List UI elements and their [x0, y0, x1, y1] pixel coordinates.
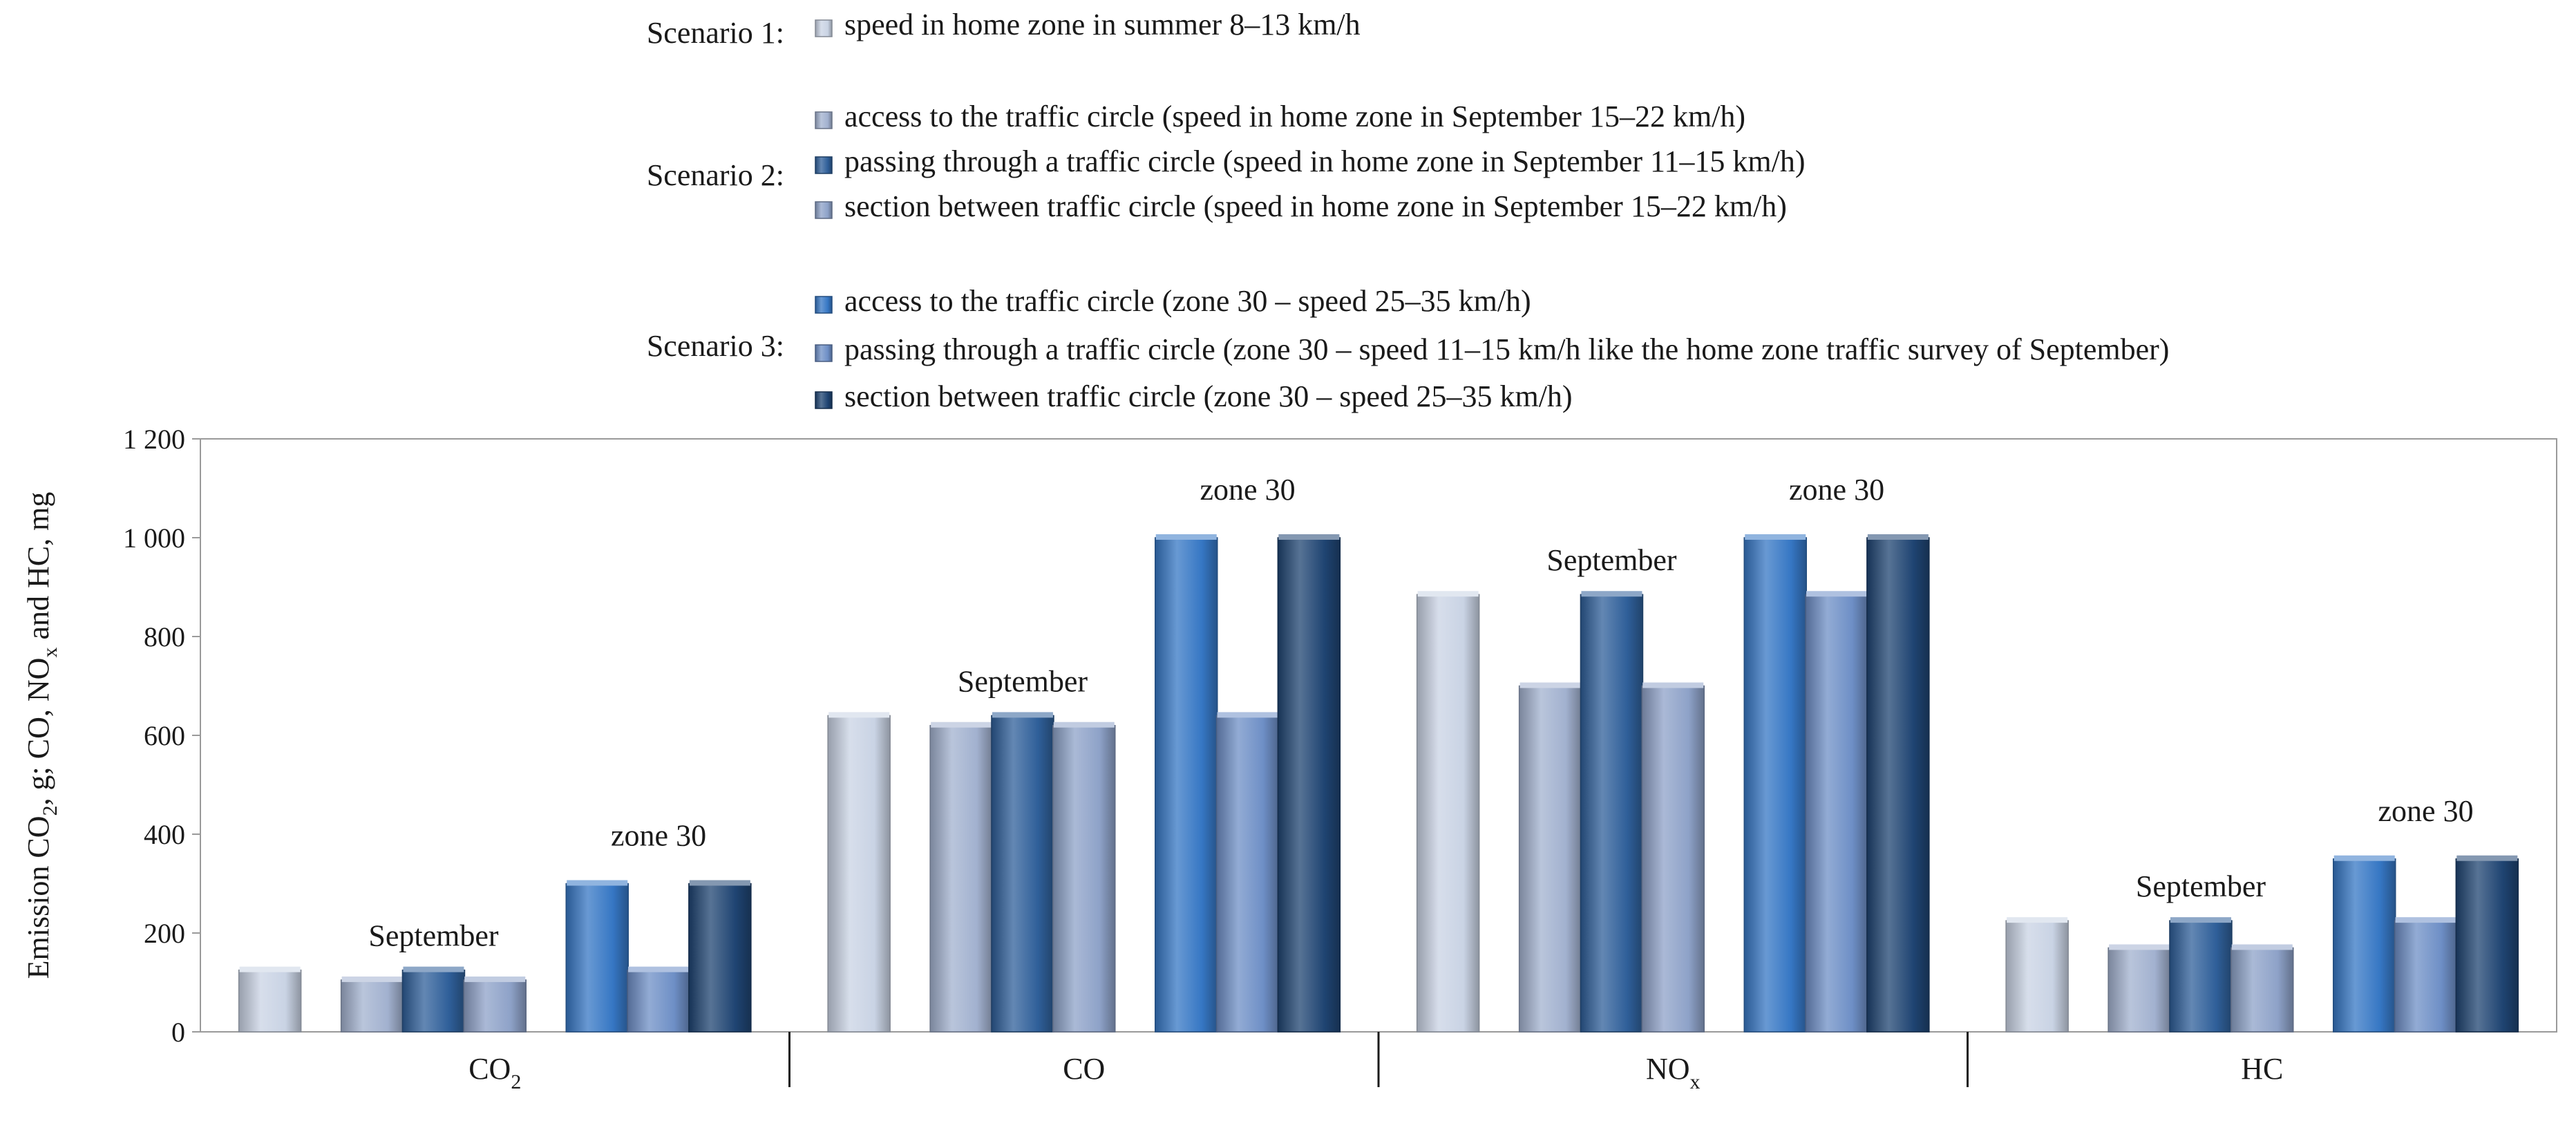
bar — [2231, 947, 2294, 1033]
bar-cap — [1642, 682, 1704, 688]
legend: Scenario 1: speed in home zone in summer … — [647, 8, 2170, 413]
bar-cap — [341, 976, 403, 982]
annotation-label: September — [958, 664, 1088, 698]
bar-cap — [2007, 917, 2068, 923]
bar-cap — [1053, 722, 1115, 728]
bar — [929, 724, 993, 1033]
legend-entry-label: speed in home zone in summer 8–13 km/h — [844, 8, 1361, 41]
legend-group-label: Scenario 2: — [647, 158, 784, 192]
bar — [2005, 920, 2069, 1033]
bars — [238, 534, 2519, 1033]
y-tick-label: 200 — [144, 918, 185, 949]
legend-swatch — [815, 344, 833, 362]
annotation-label: September — [368, 919, 499, 953]
bar-cap — [2170, 917, 2231, 923]
bar-cap — [1417, 591, 1479, 597]
bar — [1518, 685, 1582, 1033]
y-tick-label: 800 — [144, 621, 185, 652]
y-tick-label: 0 — [171, 1017, 185, 1048]
bar-cap — [1155, 534, 1217, 540]
category-label: CO — [1063, 1052, 1105, 1086]
bar — [991, 715, 1054, 1033]
bar-cap — [1519, 682, 1581, 688]
bar — [827, 715, 891, 1033]
bar-cap — [2456, 855, 2518, 861]
bar — [1277, 537, 1341, 1033]
legend-entry-label: section between traffic circle (zone 30 … — [844, 379, 1573, 413]
bar-cap — [2333, 855, 2395, 861]
annotation-label: zone 30 — [611, 819, 706, 853]
bar — [2455, 858, 2519, 1033]
bar — [1805, 594, 1868, 1033]
bar-cap — [2109, 944, 2170, 950]
bar — [1155, 537, 1218, 1033]
bar-cap — [689, 880, 750, 886]
annotation-label: September — [2136, 869, 2266, 903]
bar — [1580, 594, 1644, 1033]
legend-swatch — [815, 296, 833, 314]
bar-cap — [628, 966, 690, 972]
bar — [565, 883, 629, 1033]
bar — [1215, 715, 1280, 1033]
bar — [688, 883, 752, 1033]
legend-entry-label: access to the traffic circle (speed in h… — [844, 100, 1745, 133]
bar — [401, 969, 466, 1033]
bar-cap — [1278, 534, 1340, 540]
bar-cap — [464, 976, 526, 982]
bar-cap — [403, 966, 464, 972]
bar-cap — [239, 966, 301, 972]
bar — [1641, 685, 1705, 1033]
bar — [627, 969, 690, 1033]
annotations: September zone 30 September zone 30 Septembe… — [368, 473, 2473, 953]
bar-cap — [1581, 591, 1642, 597]
legend-swatch — [815, 391, 833, 409]
bar — [2333, 858, 2396, 1033]
annotation-label: zone 30 — [1200, 473, 1296, 507]
bar-cap — [1806, 591, 1868, 597]
bar-cap — [2231, 944, 2293, 950]
y-tick-label: 400 — [144, 819, 185, 850]
legend-swatch — [815, 156, 833, 174]
bar — [2108, 947, 2171, 1033]
legend-group-label: Scenario 3: — [647, 329, 784, 363]
y-axis-label: Emission CO2, g; CO, NOx and HC, mg — [21, 492, 61, 979]
y-tick-label: 1 200 — [123, 424, 185, 455]
bar — [1416, 594, 1480, 1033]
y-tick-label: 600 — [144, 720, 185, 751]
bar — [1743, 537, 1807, 1033]
legend-swatch — [815, 19, 833, 37]
legend-entry-label: access to the traffic circle (zone 30 – … — [844, 284, 1531, 318]
category-label: CO2 — [468, 1052, 521, 1093]
bar — [238, 969, 302, 1033]
y-tick-label: 1 000 — [123, 522, 185, 554]
bar-cap — [1217, 712, 1278, 718]
legend-swatch — [815, 111, 833, 129]
legend-entry-label: passing through a traffic circle (zone 3… — [844, 332, 2169, 366]
annotation-label: zone 30 — [1789, 473, 1884, 507]
bar-cap — [931, 722, 992, 728]
legend-entry-label: section between traffic circle (speed in… — [844, 189, 1787, 223]
bar-cap — [828, 712, 890, 718]
bar — [2169, 920, 2233, 1033]
legend-entry-label: passing through a traffic circle (speed … — [844, 144, 1806, 178]
bar — [1866, 537, 1930, 1033]
bar-cap — [2395, 917, 2456, 923]
annotation-label: zone 30 — [2378, 794, 2474, 828]
legend-group-label: Scenario 1: — [647, 16, 784, 50]
axes: 0 200 400 600 800 1 000 1 200 CO2 CO NOx HC — [123, 424, 2557, 1093]
bar — [1052, 724, 1116, 1033]
y-axis-label-group: Emission CO2, g; CO, NOx and HC, mg — [21, 492, 61, 979]
bar-cap — [567, 880, 628, 886]
bar — [340, 979, 404, 1033]
bar-cap — [1867, 534, 1929, 540]
bar-cap — [992, 712, 1053, 718]
legend-swatch — [815, 201, 833, 219]
annotation-label: September — [1546, 543, 1677, 577]
category-label: HC — [2241, 1052, 2283, 1086]
bar — [2394, 920, 2458, 1033]
bar — [463, 979, 527, 1033]
bar-cap — [1745, 534, 1806, 540]
category-label: NOx — [1646, 1052, 1701, 1093]
